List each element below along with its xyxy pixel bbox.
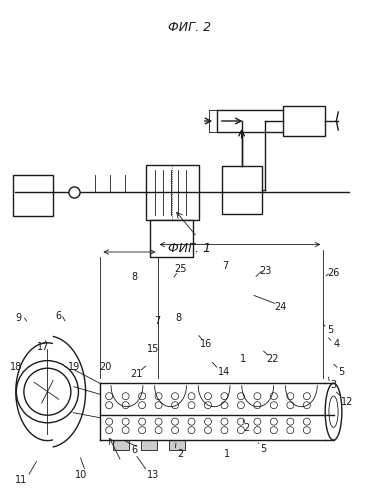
Circle shape [188, 402, 195, 409]
Text: 1: 1 [224, 449, 230, 459]
Circle shape [221, 402, 228, 409]
Circle shape [237, 393, 244, 400]
Text: 3: 3 [330, 380, 337, 390]
Text: 8: 8 [175, 313, 181, 323]
Text: 9: 9 [15, 313, 21, 323]
Circle shape [270, 402, 277, 409]
Bar [150, 220, 193, 257]
Bar [222, 166, 262, 214]
Bar [283, 106, 325, 137]
Circle shape [287, 427, 294, 434]
Circle shape [172, 402, 179, 409]
Text: 6: 6 [132, 445, 138, 455]
Text: 6: 6 [56, 311, 62, 321]
Text: 12: 12 [341, 397, 353, 407]
Circle shape [221, 418, 228, 425]
Circle shape [254, 393, 261, 400]
Circle shape [122, 402, 129, 409]
Bar [169, 440, 185, 450]
Circle shape [303, 402, 310, 409]
Circle shape [172, 427, 179, 434]
Circle shape [205, 418, 211, 425]
Circle shape [221, 393, 228, 400]
Bar [146, 165, 199, 220]
Circle shape [106, 393, 113, 400]
Circle shape [221, 427, 228, 434]
Circle shape [106, 418, 113, 425]
Circle shape [122, 393, 129, 400]
Circle shape [205, 427, 211, 434]
Text: 17: 17 [38, 342, 50, 352]
Text: 7: 7 [154, 316, 160, 326]
Text: 14: 14 [218, 367, 230, 377]
Circle shape [303, 418, 310, 425]
Circle shape [155, 427, 162, 434]
Text: 23: 23 [259, 266, 271, 276]
Text: ФИГ. 1: ФИГ. 1 [168, 242, 211, 254]
Circle shape [155, 418, 162, 425]
Circle shape [139, 427, 146, 434]
Text: 1: 1 [240, 354, 246, 364]
Circle shape [106, 402, 113, 409]
Circle shape [205, 393, 211, 400]
Circle shape [303, 393, 310, 400]
Circle shape [270, 393, 277, 400]
Circle shape [188, 393, 195, 400]
Circle shape [237, 418, 244, 425]
Text: 8: 8 [132, 272, 138, 282]
Circle shape [270, 427, 277, 434]
Text: 18: 18 [10, 362, 22, 372]
Circle shape [287, 393, 294, 400]
Circle shape [122, 418, 129, 425]
Bar [141, 440, 157, 450]
Text: 13: 13 [147, 470, 160, 480]
Text: 19: 19 [68, 362, 80, 372]
Text: 5: 5 [327, 325, 334, 335]
Circle shape [188, 427, 195, 434]
Circle shape [303, 427, 310, 434]
Bar [13, 175, 53, 216]
Text: ФИГ. 2: ФИГ. 2 [168, 21, 211, 34]
Circle shape [172, 418, 179, 425]
Circle shape [139, 402, 146, 409]
Circle shape [188, 418, 195, 425]
Circle shape [254, 427, 261, 434]
Circle shape [237, 427, 244, 434]
Circle shape [155, 393, 162, 400]
Text: 5: 5 [260, 444, 266, 454]
Text: 4: 4 [334, 339, 340, 349]
Text: 2: 2 [177, 449, 183, 459]
Circle shape [122, 427, 129, 434]
Text: 7: 7 [222, 261, 229, 271]
Text: 25: 25 [174, 264, 186, 274]
Circle shape [254, 418, 261, 425]
Text: 15: 15 [147, 344, 160, 354]
Text: 24: 24 [274, 302, 287, 312]
Circle shape [254, 402, 261, 409]
Circle shape [172, 393, 179, 400]
Circle shape [139, 418, 146, 425]
Bar [113, 440, 128, 450]
Text: 22: 22 [267, 354, 279, 364]
Circle shape [237, 402, 244, 409]
Circle shape [155, 402, 162, 409]
Circle shape [287, 418, 294, 425]
Circle shape [270, 418, 277, 425]
Text: 20: 20 [99, 362, 111, 372]
Text: 10: 10 [75, 470, 88, 480]
Circle shape [106, 427, 113, 434]
Text: 11: 11 [15, 475, 27, 485]
Circle shape [205, 402, 211, 409]
Text: 16: 16 [200, 339, 213, 349]
Circle shape [139, 393, 146, 400]
Text: 26: 26 [327, 268, 340, 278]
Text: 5: 5 [338, 367, 344, 377]
Text: 2: 2 [243, 423, 249, 433]
Circle shape [287, 402, 294, 409]
Text: 21: 21 [130, 369, 143, 379]
